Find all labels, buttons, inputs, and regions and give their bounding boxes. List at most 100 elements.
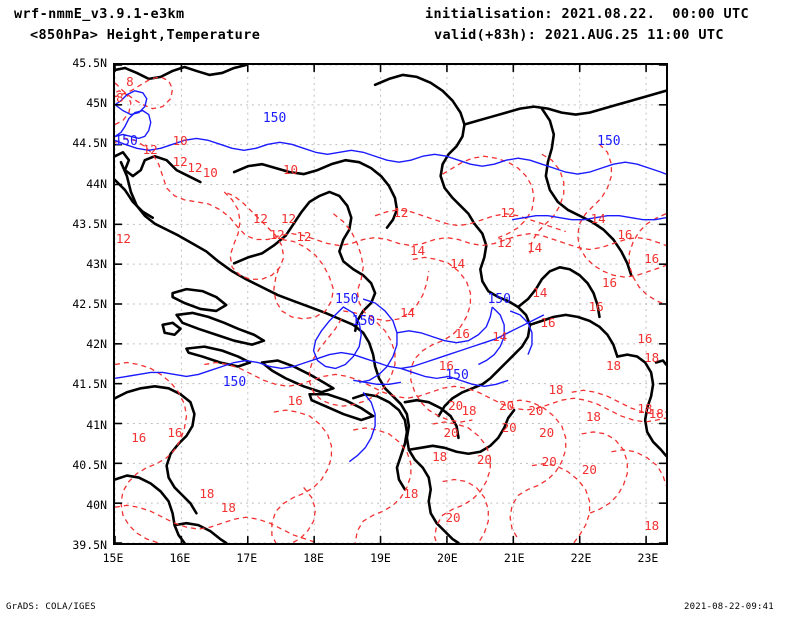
temperature-contour-label: 20 [443, 425, 459, 441]
latitude-tick-39.5N: 39.5N [72, 538, 107, 552]
longitude-tick-21E: 21E [503, 551, 525, 565]
temperature-contour-label: 10 [202, 164, 218, 180]
temperature-contour-label: 18 [585, 409, 601, 425]
model-name-label: wrf-nmmE_v3.9.1-e3km [14, 6, 185, 22]
render-timestamp-label: 2021-08-22-09:41 [684, 602, 774, 612]
temperature-contour-label: 16 [454, 325, 470, 341]
valid-time-label: valid(+83h): 2021.AUG.25 11:00 UTC [434, 27, 724, 43]
temperature-contour-label: 12 [142, 142, 158, 158]
temperature-contour-label: 14 [532, 285, 548, 301]
temperature-contour-label: 14 [590, 210, 606, 226]
latitude-tick-42.5N: 42.5N [72, 297, 107, 311]
temperature-contour-label: 18 [648, 405, 664, 421]
temperature-contour-label: 20 [476, 451, 492, 467]
latitude-tick-43.5N: 43.5N [72, 216, 107, 231]
temperature-contour-layer [115, 76, 666, 543]
temperature-contour-label: 18 [432, 449, 448, 465]
temperature-contour-label: 8 [116, 90, 124, 106]
longitude-tick-20E: 20E [436, 551, 458, 565]
temperature-contour-label: 12 [252, 210, 268, 226]
grads-credit-label: GrADS: COLA/IGES [6, 602, 96, 612]
temperature-contour-label: 12 [115, 230, 131, 246]
temperature-contour-label: 18 [220, 499, 236, 515]
temperature-contour-label: 20 [445, 510, 461, 526]
temperature-contour-label: 16 [131, 429, 147, 445]
temperature-contour-label: 18 [637, 401, 653, 417]
temperature-contour-label: 14 [400, 304, 416, 320]
longitude-tick-15E: 15E [102, 551, 124, 565]
temperature-contour-label: 14 [410, 242, 426, 258]
temperature-contour-label: 18 [644, 349, 660, 365]
temperature-contour-label: 16 [167, 425, 183, 441]
longitude-tick-19E: 19E [370, 551, 391, 565]
temperature-contour-label: 16 [637, 331, 653, 347]
latitude-tick-40N: 40N [86, 497, 107, 512]
temperature-contour-label: 12 [393, 205, 409, 221]
temperature-contour-label: 18 [403, 486, 419, 502]
temperature-contour-label: 18 [644, 518, 660, 534]
temperature-contour-label: 10 [172, 132, 188, 148]
temperature-contour-label: 16 [287, 393, 303, 408]
temperature-contour-label: 16 [540, 315, 556, 331]
temperature-contour-label: 12 [296, 229, 312, 245]
height-contour-label: 150 [222, 374, 247, 390]
latitude-tick-44N: 44N [86, 176, 107, 191]
longitude-tick-17E: 17E [236, 551, 258, 565]
temperature-contour-label: 12 [172, 154, 188, 170]
height-contour-label: 150 [597, 133, 621, 149]
coastline-border-layer [115, 65, 666, 543]
longitude-tick-22E: 22E [570, 551, 592, 565]
temperature-contour-label: 10 [282, 162, 299, 178]
temperature-contour-label: 8 [126, 74, 134, 90]
temperature-contour-label: 18 [605, 357, 622, 373]
temperature-contour-label: 16 [644, 250, 660, 266]
longitude-tick-16E: 16E [169, 551, 191, 565]
latitude-tick-41.5N: 41.5N [72, 377, 107, 392]
contour-map-svg [115, 65, 666, 543]
temperature-contour-label: 16 [601, 274, 618, 290]
temperature-contour-label: 20 [501, 419, 517, 435]
map-plot-frame [113, 63, 668, 545]
initialisation-label: initialisation: 2021.08.22. 00:00 UTC [425, 6, 750, 22]
temperature-contour-label: 12 [280, 210, 297, 226]
temperature-contour-label: 20 [498, 397, 515, 413]
temperature-contour-label: 16 [617, 226, 633, 242]
temperature-contour-label: 14 [527, 240, 543, 256]
temperature-contour-label: 20 [448, 397, 464, 413]
temperature-contour-label: 20 [528, 403, 544, 419]
latitude-tick-41N: 41N [86, 417, 107, 432]
latitude-tick-45N: 45N [86, 96, 107, 111]
temperature-contour-label: 12 [500, 205, 516, 221]
latitude-tick-40.5N: 40.5N [72, 457, 107, 472]
temperature-contour-label: 18 [199, 486, 215, 502]
latitude-tick-44.5N: 44.5N [72, 136, 107, 151]
temperature-contour-label: 18 [461, 403, 477, 419]
latitude-tick-43N: 43N [86, 256, 107, 271]
temperature-contour-label: 12 [269, 226, 285, 242]
temperature-contour-label: 16 [588, 299, 604, 315]
longitude-tick-18E: 18E [303, 551, 324, 565]
map-gridlines [115, 65, 666, 543]
height-contour-label: 150 [262, 111, 287, 127]
latitude-tick-45.5N: 45.5N [72, 56, 107, 70]
longitude-tick-23E: 23E [637, 551, 659, 565]
temperature-contour-label: 20 [581, 462, 597, 478]
height-contour-layer [115, 90, 666, 463]
height-contour-label: 150 [487, 291, 511, 307]
height-contour-label: 150 [445, 368, 469, 384]
level-field-label: <850hPa> Height,Temperature [30, 27, 261, 43]
temperature-contour-label: 16 [438, 357, 454, 373]
map-clip-region [115, 65, 666, 543]
height-contour-label: 150 [114, 133, 138, 149]
temperature-contour-label: 12 [187, 160, 203, 176]
temperature-contour-label: 14 [492, 328, 508, 344]
latitude-tick-42N: 42N [86, 337, 107, 352]
height-contour-label: 150 [351, 313, 376, 329]
temperature-contour-label: 20 [541, 454, 557, 470]
temperature-contour-label: 18 [548, 381, 564, 397]
temperature-contour-label: 14 [450, 256, 466, 272]
temperature-contour-label: 12 [496, 234, 513, 250]
height-contour-label: 150 [335, 291, 359, 307]
temperature-contour-label: 20 [539, 425, 555, 441]
